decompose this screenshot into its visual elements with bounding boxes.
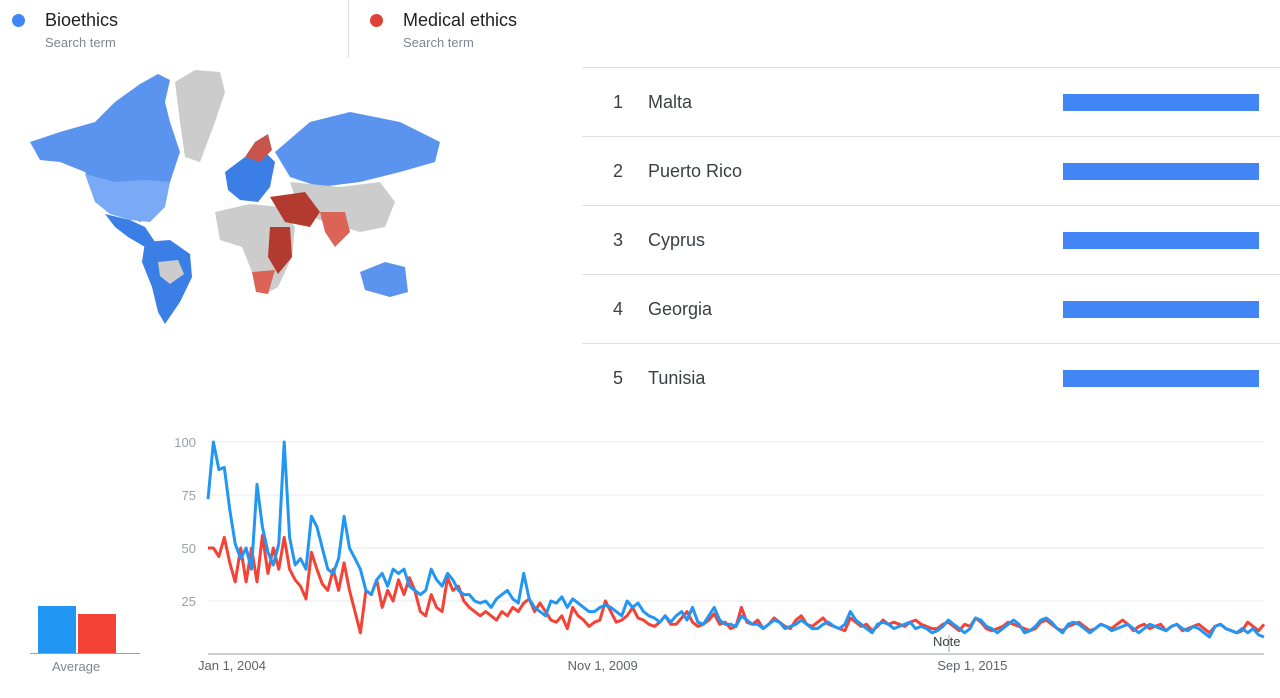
y-axis-ticks: 25 50 75 100 — [174, 435, 196, 609]
ranking-number: 1 — [613, 92, 624, 112]
ranking-row[interactable]: 1 Malta — [582, 67, 1280, 136]
map-region-scandinavia[interactable] — [245, 134, 272, 162]
region-ranking-list: 1 Malta 2 Puerto Rico 3 Cyprus 4 Georgia… — [582, 67, 1280, 412]
ranking-row[interactable]: 5 Tunisia — [582, 343, 1280, 412]
map-region-greenland[interactable] — [175, 70, 225, 162]
map-region-mexico[interactable] — [105, 214, 155, 247]
ranking-bar — [1063, 232, 1259, 249]
legend-term-type: Search term — [403, 35, 474, 50]
ranking-country: Tunisia — [648, 368, 706, 388]
ranking-number: 3 — [613, 230, 624, 250]
ranking-row[interactable]: 3 Cyprus — [582, 205, 1280, 274]
ranking-row[interactable]: 4 Georgia — [582, 274, 1280, 343]
ranking-country: Puerto Rico — [648, 161, 743, 181]
ranking-number: 4 — [613, 299, 624, 319]
map-region-india[interactable] — [320, 212, 350, 247]
average-bar-medical-ethics[interactable] — [78, 614, 116, 654]
series-lines — [206, 440, 1266, 639]
map-region-africa[interactable] — [215, 204, 295, 294]
chart-grid — [208, 441, 1264, 602]
legend-term-type: Search term — [45, 35, 116, 50]
average-label: Average — [52, 659, 101, 674]
map-region-europe[interactable] — [225, 152, 275, 202]
y-tick-label: 75 — [182, 488, 196, 503]
note-marker[interactable]: Note — [933, 634, 960, 652]
world-map[interactable] — [20, 62, 460, 332]
series-line-bioethics[interactable] — [206, 440, 1265, 639]
ranking-country: Cyprus — [648, 230, 706, 250]
ranking-row[interactable]: 2 Puerto Rico — [582, 136, 1280, 205]
legend-item-medical-ethics[interactable]: Medical ethics Search term — [370, 10, 690, 56]
ranking-bar — [1063, 94, 1259, 111]
ranking-bar — [1063, 370, 1259, 387]
y-tick-label: 100 — [174, 435, 196, 450]
map-region-usa[interactable] — [85, 174, 170, 222]
legend-term-name: Bioethics — [45, 10, 119, 30]
x-tick-label: Sep 1, 2015 — [937, 658, 1007, 673]
y-tick-label: 25 — [182, 594, 196, 609]
map-region-east-africa[interactable] — [268, 227, 292, 274]
map-region-australia[interactable] — [360, 262, 408, 297]
legend-dot-icon — [12, 14, 25, 27]
series-line-medical-ethics[interactable] — [208, 533, 1266, 635]
legend-separator — [348, 0, 349, 58]
ranking-country: Georgia — [648, 299, 713, 319]
legend-dot-icon — [370, 14, 383, 27]
ranking-number: 5 — [613, 368, 624, 388]
map-region-middle-east[interactable] — [270, 192, 320, 227]
y-tick-label: 50 — [182, 541, 196, 556]
x-tick-label: Nov 1, 2009 — [568, 658, 638, 673]
average-chart: Average — [20, 590, 140, 680]
average-bar-bioethics[interactable] — [38, 606, 76, 654]
ranking-country: Malta — [648, 92, 693, 112]
map-region-south-america[interactable] — [142, 240, 192, 324]
map-region-brazil-unshaded[interactable] — [158, 260, 184, 284]
map-region-southern-africa[interactable] — [252, 270, 275, 294]
legend-term-name: Medical ethics — [403, 10, 518, 30]
average-axis — [30, 653, 140, 654]
x-tick-label: Jan 1, 2004 — [198, 658, 266, 673]
note-label: Note — [933, 634, 960, 649]
map-region-asia[interactable] — [290, 182, 395, 232]
ranking-number: 2 — [613, 161, 624, 181]
interest-over-time-chart[interactable]: 25 50 75 100 Jan 1, 2004 Nov 1, 2009 Sep 1, 2… — [160, 430, 1270, 680]
ranking-bar — [1063, 301, 1259, 318]
x-axis-ticks: Jan 1, 2004 Nov 1, 2009 Sep 1, 2015 — [198, 658, 1007, 673]
ranking-bar — [1063, 163, 1259, 180]
legend-item-bioethics[interactable]: Bioethics Search term — [12, 10, 332, 56]
map-region-russia[interactable] — [275, 112, 440, 187]
